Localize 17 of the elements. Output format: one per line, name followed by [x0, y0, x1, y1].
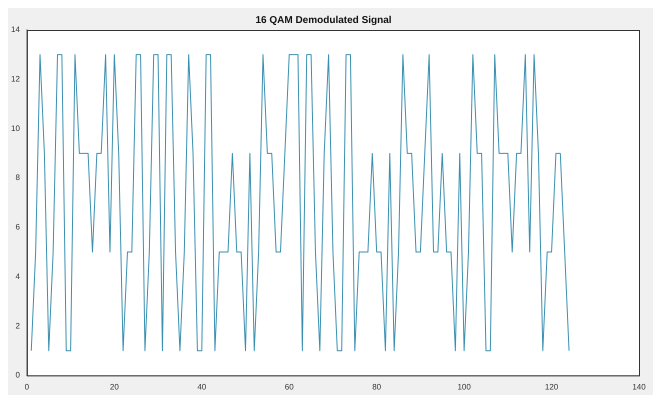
chart-title: 16 QAM Demodulated Signal	[255, 14, 392, 26]
x-tick-label: 100	[457, 382, 472, 392]
x-tick-label: 60	[284, 382, 294, 392]
x-tick-label: 120	[544, 382, 559, 392]
y-tick-label: 12	[10, 74, 20, 84]
y-tick-label: 4	[15, 272, 20, 281]
x-tick-label: 0	[24, 382, 30, 392]
y-tick-label: 10	[10, 124, 20, 133]
y-tick-label: 0	[15, 370, 20, 380]
y-tick-label: 2	[15, 321, 20, 330]
y-tick-label: 6	[15, 222, 20, 232]
x-tick-label: 80	[372, 382, 382, 392]
y-tick-label: 14	[10, 25, 20, 34]
x-tick-label: 140	[632, 382, 646, 392]
y-tick-label: 8	[15, 173, 20, 182]
x-tick-label: 20	[110, 382, 120, 392]
x-tick-label: 40	[197, 382, 207, 392]
